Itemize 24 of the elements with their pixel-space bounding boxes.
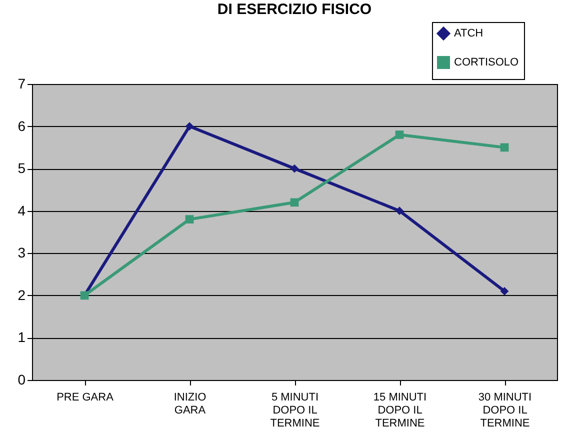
x-tick-label: INIZIO GARA — [174, 392, 207, 416]
point — [185, 122, 194, 130]
y-tick-label: 7 — [18, 76, 26, 92]
x-tick-label: 5 MINUTI DOPO IL TERMINE — [270, 392, 320, 430]
point — [395, 130, 404, 139]
point — [185, 215, 194, 224]
point — [290, 198, 299, 207]
point — [500, 143, 509, 152]
legend-label: CORTISOLO — [454, 56, 520, 68]
y-tick-label: 2 — [18, 286, 26, 303]
legend-label: ATCH — [454, 28, 484, 40]
point — [395, 206, 404, 216]
chart-title: DI ESERCIZIO FISICO — [217, 1, 372, 18]
y-tick-label: 6 — [18, 118, 26, 134]
x-tick-label: 15 MINUTI DOPO IL TERMINE — [373, 392, 427, 430]
y-tick-label: 0 — [18, 372, 26, 388]
y-tick-label: 1 — [18, 329, 26, 346]
x-tick-label: 30 MINUTI DOPO IL TERMINE — [478, 392, 532, 430]
y-tick-label: 5 — [18, 160, 26, 176]
x-tick-label: PRE GARA — [56, 392, 114, 404]
point — [290, 164, 299, 173]
y-tick-label: 3 — [18, 244, 26, 261]
y-tick-label: 4 — [18, 202, 26, 218]
point — [500, 287, 509, 296]
